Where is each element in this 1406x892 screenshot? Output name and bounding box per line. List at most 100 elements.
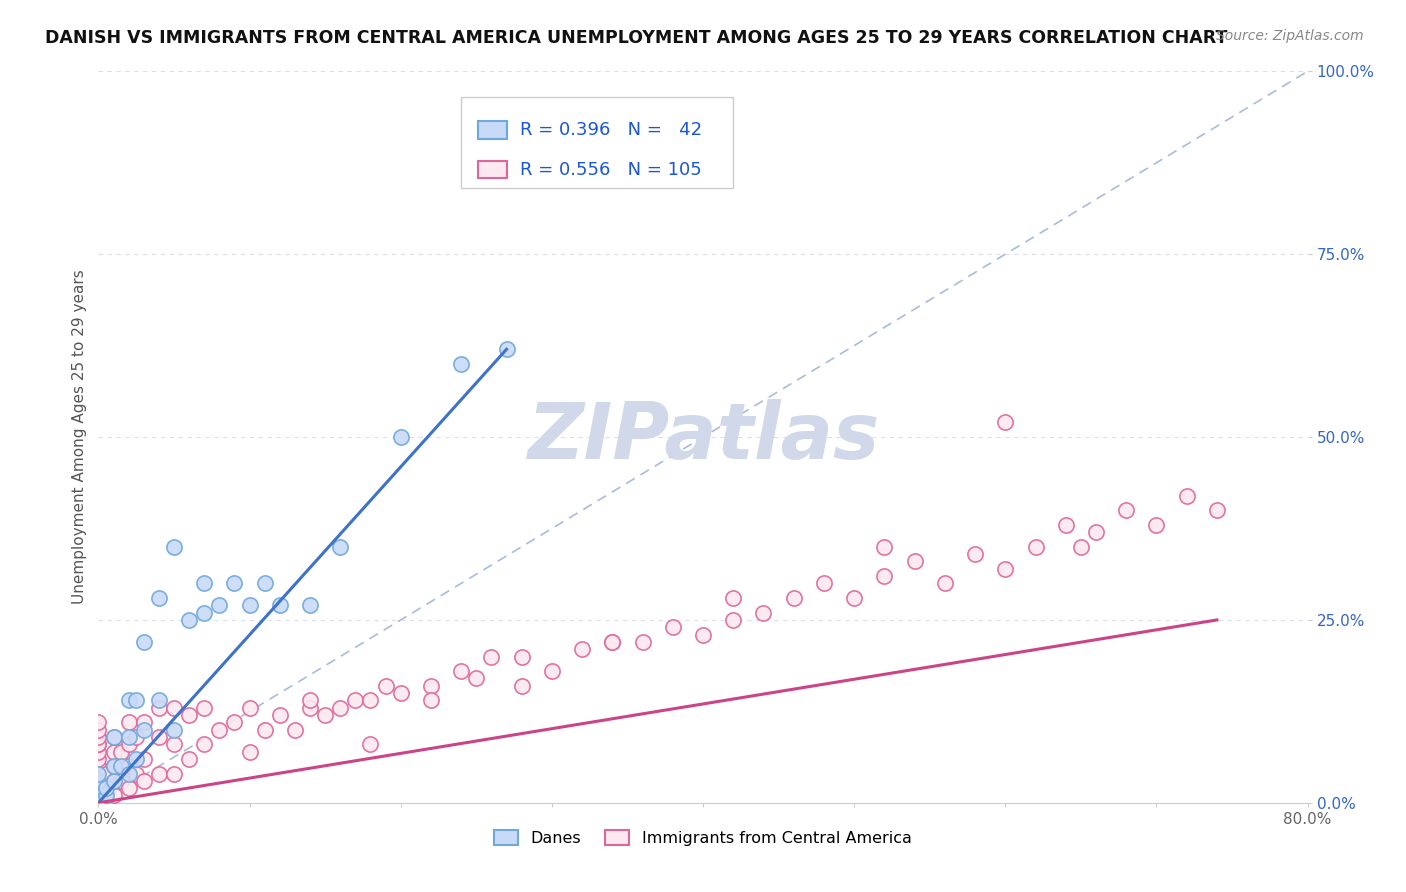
Point	[873, 540, 896, 554]
Point	[94, 766, 117, 780]
Point	[125, 730, 148, 744]
Legend: Danes, Immigrants from Central America: Danes, Immigrants from Central America	[494, 830, 912, 846]
Point	[110, 773, 132, 788]
Point	[118, 759, 141, 773]
Point	[208, 599, 231, 613]
Point	[420, 693, 443, 707]
Text: ZIPatlas: ZIPatlas	[527, 399, 879, 475]
Point	[87, 796, 110, 810]
Point	[87, 781, 110, 796]
Text: Source: ZipAtlas.com: Source: ZipAtlas.com	[1216, 29, 1364, 43]
Point	[87, 752, 110, 766]
Point	[103, 745, 125, 759]
Point	[87, 796, 110, 810]
Point	[87, 796, 110, 810]
Point	[103, 789, 125, 803]
Point	[193, 576, 215, 591]
Point	[723, 613, 745, 627]
Point	[510, 649, 533, 664]
Point	[87, 781, 110, 796]
Point	[873, 569, 896, 583]
Point	[103, 759, 125, 773]
Point	[602, 635, 624, 649]
FancyBboxPatch shape	[478, 121, 508, 139]
Point	[723, 591, 745, 605]
Point	[1175, 489, 1198, 503]
Point	[495, 343, 517, 357]
Point	[87, 715, 110, 730]
Point	[87, 766, 110, 780]
Point	[87, 796, 110, 810]
Point	[1085, 525, 1108, 540]
Point	[179, 613, 201, 627]
Point	[163, 737, 186, 751]
Point	[934, 576, 956, 591]
Point	[87, 789, 110, 803]
Point	[87, 737, 110, 751]
Point	[540, 664, 562, 678]
Point	[94, 789, 117, 803]
Point	[360, 693, 382, 707]
Point	[783, 591, 806, 605]
Point	[208, 723, 231, 737]
Point	[1070, 540, 1092, 554]
Point	[481, 649, 503, 664]
Point	[465, 672, 488, 686]
Point	[253, 723, 276, 737]
Point	[87, 766, 110, 780]
Point	[239, 599, 262, 613]
Point	[239, 745, 262, 759]
Point	[692, 627, 714, 641]
Point	[602, 635, 624, 649]
Point	[1115, 503, 1137, 517]
Point	[103, 773, 125, 788]
FancyBboxPatch shape	[461, 97, 734, 188]
Point	[87, 796, 110, 810]
Point	[87, 796, 110, 810]
Point	[163, 540, 186, 554]
Point	[299, 693, 322, 707]
Text: R = 0.556   N = 105: R = 0.556 N = 105	[520, 161, 702, 178]
Point	[118, 737, 141, 751]
Point	[148, 591, 170, 605]
Point	[510, 679, 533, 693]
Y-axis label: Unemployment Among Ages 25 to 29 years: Unemployment Among Ages 25 to 29 years	[72, 269, 87, 605]
Point	[148, 766, 170, 780]
Point	[110, 759, 132, 773]
Point	[94, 789, 117, 803]
Point	[87, 796, 110, 810]
Point	[360, 737, 382, 751]
Point	[844, 591, 866, 605]
Point	[118, 781, 141, 796]
Point	[87, 796, 110, 810]
Text: R = 0.396   N =   42: R = 0.396 N = 42	[520, 121, 703, 139]
Point	[132, 635, 155, 649]
Point	[94, 781, 117, 796]
Point	[813, 576, 835, 591]
Point	[1206, 503, 1229, 517]
FancyBboxPatch shape	[478, 161, 508, 178]
Point	[994, 416, 1017, 430]
Point	[329, 540, 352, 554]
Point	[1144, 517, 1167, 532]
Point	[1054, 517, 1077, 532]
Point	[87, 773, 110, 788]
Point	[389, 430, 412, 444]
Point	[253, 576, 276, 591]
Point	[148, 730, 170, 744]
Point	[224, 715, 246, 730]
Point	[450, 664, 472, 678]
Point	[103, 730, 125, 744]
Point	[87, 759, 110, 773]
Point	[125, 766, 148, 780]
Point	[148, 700, 170, 714]
Point	[132, 723, 155, 737]
Point	[193, 737, 215, 751]
Point	[118, 730, 141, 744]
Point	[420, 679, 443, 693]
Point	[965, 547, 987, 561]
Point	[239, 700, 262, 714]
Point	[87, 796, 110, 810]
Point	[994, 562, 1017, 576]
Point	[132, 715, 155, 730]
